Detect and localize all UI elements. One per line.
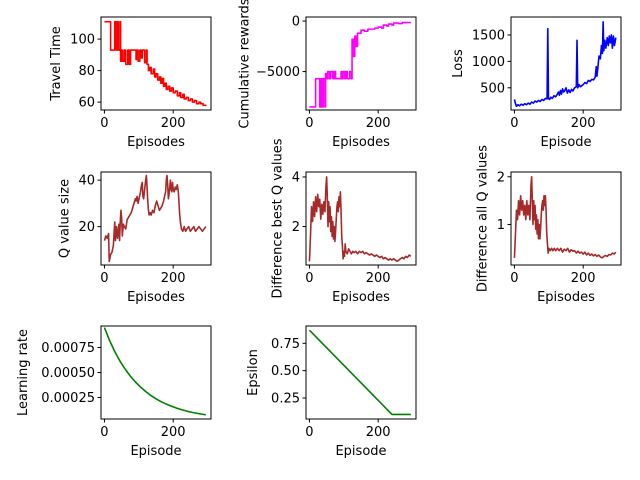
y-tick-label-8-2: 0.50 — [271, 364, 300, 379]
axes-frame-3 — [510, 16, 622, 111]
axes-frame-8 — [305, 325, 417, 420]
y-tick-label-3-2: 1000 — [472, 55, 505, 70]
x-tick-label-7-2: 200 — [161, 425, 186, 440]
y-tick-label-5-1: 2 — [292, 220, 300, 235]
x-axis-label-1: Episodes — [127, 135, 185, 150]
x-tick-label-7-1: 0 — [100, 425, 108, 440]
chart-panel-1: 0 200 60 80 100 Episodes Travel Time — [49, 16, 212, 150]
y-tick-label-4-1: 20 — [78, 220, 95, 235]
x-axis-label-8: Episode — [335, 444, 386, 459]
x-tick-label-5-2: 200 — [366, 271, 391, 286]
chart-panel-8: 0 200 0.25 0.50 0.75 Episode Epsilon — [246, 325, 417, 459]
x-tick-label-6-1: 0 — [510, 271, 518, 286]
axes-frame-5 — [305, 171, 417, 266]
x-tick-label-4-2: 200 — [161, 271, 186, 286]
x-tick-label-3-2: 200 — [571, 116, 596, 131]
y-tick-label-1-3: 100 — [70, 33, 95, 48]
series-line-2-1 — [309, 21, 411, 108]
series-line-6-1 — [513, 175, 617, 259]
chart-panel-4: 0 200 20 40 Episodes Q value size — [57, 171, 212, 305]
y-axis-label-4: Q value size — [57, 179, 72, 258]
chart-panel-2: 0 200 −5000 0 Episodes Cumulative rewards — [238, 0, 417, 150]
x-tick-label-8-2: 200 — [366, 425, 391, 440]
x-axis-label-5: Episodes — [332, 290, 390, 305]
x-tick-label-6-2: 200 — [571, 271, 596, 286]
x-tick-label-8-1: 0 — [305, 425, 313, 440]
y-tick-label-3-1: 500 — [480, 81, 505, 96]
axes-frame-4 — [100, 171, 212, 266]
y-tick-label-6-1: 1 — [497, 218, 505, 233]
y-tick-label-8-1: 0.25 — [271, 391, 300, 406]
x-tick-label-5-1: 0 — [305, 271, 313, 286]
y-axis-label-3: Loss — [451, 49, 466, 78]
x-tick-label-1-2: 200 — [161, 116, 186, 131]
series-line-8-1 — [308, 329, 411, 416]
series-line-3-1 — [513, 20, 617, 108]
chart-panel-6: 0 200 1 2 Episodes Difference all Q values — [476, 145, 622, 305]
y-tick-label-4-2: 40 — [78, 174, 95, 189]
x-tick-label-4-1: 0 — [100, 271, 108, 286]
axes-frame-2 — [305, 16, 417, 111]
y-axis-label-2: Cumulative rewards — [238, 0, 253, 129]
y-axis-label-6: Difference all Q values — [476, 145, 491, 292]
y-tick-label-2-2: 0 — [292, 15, 300, 30]
y-tick-label-7-3: 0.00075 — [41, 341, 95, 356]
y-axis-label-1: Travel Time — [49, 26, 64, 102]
x-tick-label-1-1: 0 — [100, 116, 108, 131]
x-axis-label-2: Episodes — [332, 135, 390, 150]
x-axis-label-7: Episode — [130, 444, 181, 459]
y-tick-label-1-2: 80 — [78, 64, 95, 79]
series-line-7-1 — [103, 327, 206, 416]
axes-frame-6 — [510, 171, 622, 266]
x-tick-label-2-2: 200 — [366, 116, 391, 131]
y-tick-label-1-1: 60 — [78, 96, 95, 111]
y-axis-label-7: Learning rate — [16, 329, 31, 416]
x-axis-label-6: Episodes — [537, 290, 595, 305]
series-line-4-1 — [103, 174, 207, 263]
y-tick-label-3-3: 1500 — [472, 28, 505, 43]
x-axis-label-3: Episode — [540, 135, 591, 150]
y-axis-label-5: Difference best Q values — [271, 138, 286, 298]
series-line-5-1 — [308, 176, 412, 263]
x-tick-label-3-1: 0 — [510, 116, 518, 131]
chart-panel-7: 0 200 0.00025 0.00050 0.00075 Episode Learning… — [16, 325, 212, 459]
y-tick-label-8-3: 0.75 — [271, 337, 300, 352]
y-tick-label-7-2: 0.00050 — [41, 366, 95, 381]
y-axis-label-8: Epsilon — [246, 349, 261, 396]
chart-panel-3: 0 200 500 1000 1500 Episode Loss — [451, 16, 622, 150]
y-tick-label-6-2: 2 — [497, 170, 505, 185]
y-tick-label-2-1: −5000 — [256, 65, 300, 80]
x-axis-label-4: Episodes — [127, 290, 185, 305]
y-tick-label-7-1: 0.00025 — [41, 391, 95, 406]
x-tick-label-2-1: 0 — [305, 116, 313, 131]
chart-panel-5: 0 200 2 4 Episodes Difference best Q values — [271, 138, 417, 305]
y-tick-label-5-2: 4 — [292, 170, 300, 185]
axes-frame-1 — [100, 16, 212, 111]
series-line-1-1 — [104, 20, 207, 107]
